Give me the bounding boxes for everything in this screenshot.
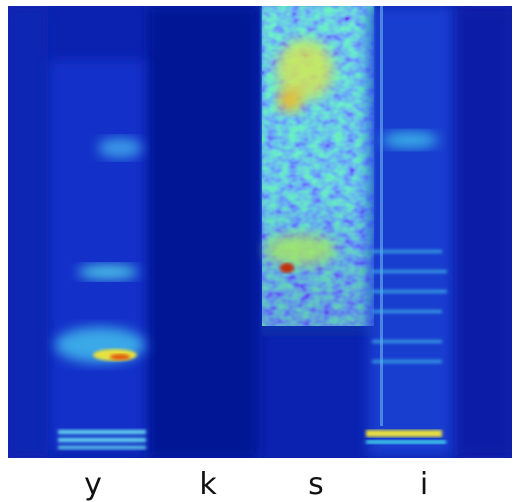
phoneme-label: i: [420, 467, 428, 502]
phoneme-label: s: [308, 467, 324, 502]
phoneme-label: y: [84, 467, 102, 502]
phoneme-label: k: [199, 467, 217, 502]
spectrogram: [8, 6, 512, 458]
